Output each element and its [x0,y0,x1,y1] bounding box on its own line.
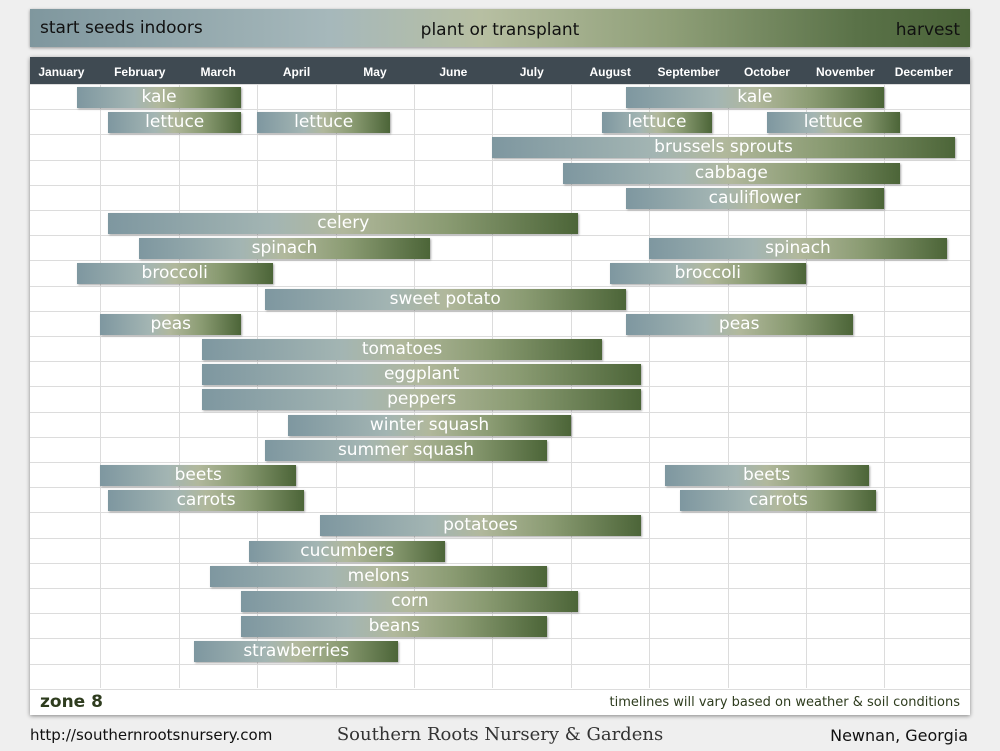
crop-bar: beets [664,465,869,486]
crop-bar: corn [241,591,579,612]
crop-bar: beans [241,616,548,638]
crop-bar: tomatoes [202,339,602,360]
website-link[interactable]: http://southernrootsnursery.com [30,726,273,744]
month-label: February [114,65,166,79]
crop-bar: lettuce [257,112,391,134]
month-label: March [200,65,236,79]
grid-line [30,386,970,388]
grid-line [30,310,970,312]
location-label: Newnan, Georgia [830,726,968,745]
grid-line [30,361,970,363]
crop-bar: strawberries [194,641,399,663]
grid-line [30,663,970,665]
grid-line [806,84,807,688]
grid-line [335,84,337,688]
month-label: January [38,65,85,79]
crop-bar: summer squash [264,439,548,461]
grid-line [30,184,970,186]
conditions-note: timelines will vary based on weather & s… [609,695,960,710]
month-label: December [894,65,953,79]
grid-line [30,159,970,161]
month-header: January February March April May June July Augu… [30,57,970,84]
crop-bar: winter squash [288,414,571,436]
crop-bar: lettuce [108,112,242,134]
crop-bar: cabbage [562,162,900,184]
crop-bar: carrots [680,490,877,512]
grid-line [30,588,970,589]
month-label: November [816,65,875,79]
grid-line [30,84,970,85]
grid-line [30,411,970,413]
grid-line [30,537,970,539]
crop-bar: spinach [139,238,430,260]
crop-bar: sweet potato [264,288,626,310]
crop-bar: peas [625,313,853,335]
month-label: April [282,65,311,79]
crop-bar: eggplant [202,364,642,386]
grid-line [30,487,970,489]
legend-bar: start seeds indoors plant or transplant … [30,9,970,47]
crop-bar: cucumbers [249,540,446,562]
grid-line [30,210,970,211]
planting-chart: January February March April May June July Augu… [30,57,970,715]
crop-bar: cauliflower [625,187,885,209]
grid-line [30,336,970,337]
crop-bar: brussels sprouts [492,137,955,159]
grid-line [570,84,572,688]
legend-start-label: start seeds indoors [40,18,203,38]
grid-line [727,84,729,688]
month-label: August [589,65,631,79]
legend-plant-label: plant or transplant [420,20,580,40]
crop-bar: potatoes [319,515,642,537]
grid-line [178,84,180,688]
month-label: May [363,65,387,79]
crop-bar: broccoli [609,263,806,285]
grid-line [30,260,970,262]
grid-line [30,512,970,514]
month-label: June [439,65,468,79]
nursery-name: Southern Roots Nursery & Gardens [336,724,664,745]
month-label: October [743,65,790,79]
grid-line [30,436,970,438]
grid-line [30,285,970,287]
crop-bar: lettuce [766,112,900,134]
crop-bar: peppers [202,389,642,411]
crop-bar: broccoli [76,263,273,285]
grid-line [30,562,970,564]
zone-label: zone 8 [40,692,103,712]
crop-bar: kale [76,87,242,108]
grid-line [30,638,970,640]
crop-bar: lettuce [602,112,712,134]
grid-line [30,613,970,615]
legend-harvest-label: harvest [895,20,960,40]
crop-bar: spinach [649,238,947,260]
crop-bar: kale [625,87,885,108]
grid-line [414,84,415,688]
crop-bar: celery [108,213,579,234]
crop-bar: peas [100,313,242,335]
grid-line [30,109,970,111]
crop-bar: beets [100,465,297,486]
grid-line [257,84,259,688]
crop-bar: melons [210,565,548,587]
month-label: July [519,65,544,79]
grid-line [649,84,651,688]
grid-line [492,84,494,688]
crop-bar: carrots [108,490,305,512]
grid-line [30,235,970,237]
grid-line [30,134,970,136]
grid-line [100,84,102,688]
month-label: September [657,65,720,79]
grid-line [30,688,970,690]
grid-line [30,462,970,463]
grid-line [884,84,886,688]
